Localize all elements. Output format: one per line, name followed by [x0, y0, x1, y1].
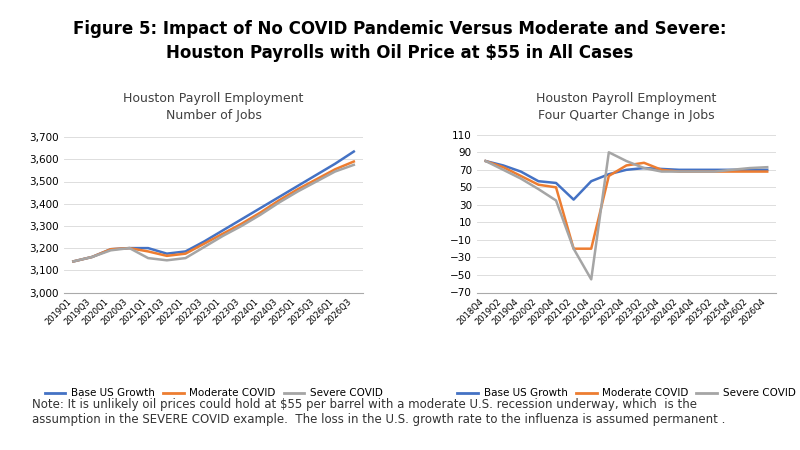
Legend: Base US Growth, Moderate COVID, Severe COVID: Base US Growth, Moderate COVID, Severe C… — [454, 384, 799, 403]
Legend: Base US Growth, Moderate COVID, Severe COVID: Base US Growth, Moderate COVID, Severe C… — [41, 384, 386, 403]
Text: Figure 5: Impact of No COVID Pandemic Versus Moderate and Severe:
Houston Payrol: Figure 5: Impact of No COVID Pandemic Ve… — [74, 20, 726, 62]
Text: Note: It is unlikely oil prices could hold at $55 per barrel with a moderate U.S: Note: It is unlikely oil prices could ho… — [32, 398, 726, 426]
Title: Houston Payroll Employment
Four Quarter Change in Jobs: Houston Payroll Employment Four Quarter … — [536, 92, 717, 122]
Title: Houston Payroll Employment
Number of Jobs: Houston Payroll Employment Number of Job… — [123, 92, 304, 122]
